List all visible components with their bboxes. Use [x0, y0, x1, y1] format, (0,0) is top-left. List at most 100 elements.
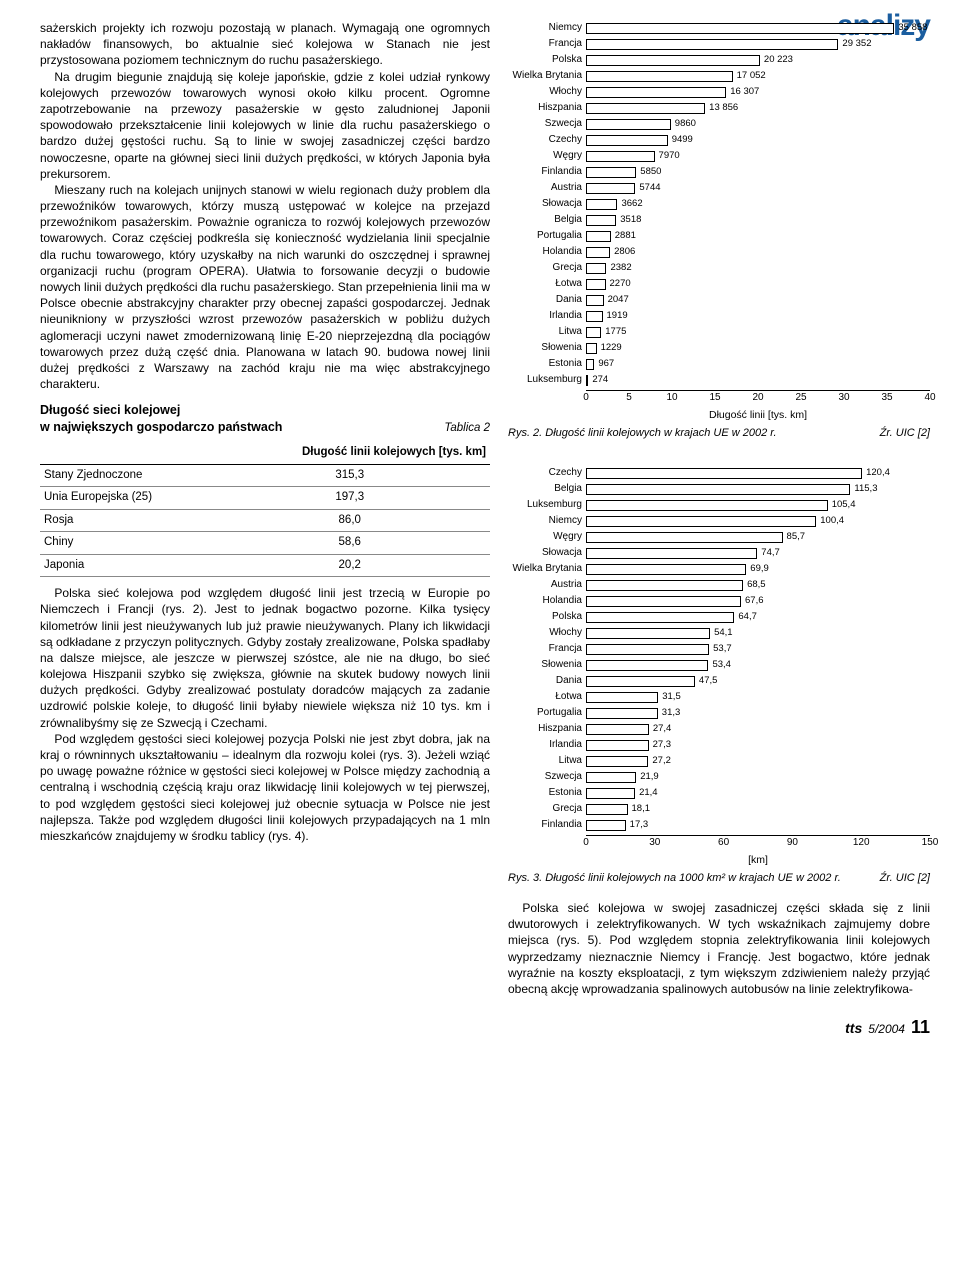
chart-value-label: 2881 — [615, 230, 636, 243]
chart-row: Wielka Brytania69,9 — [508, 561, 930, 577]
chart-category-label: Węgry — [508, 149, 586, 163]
chart-bar — [586, 103, 705, 114]
chart-bar — [586, 580, 743, 591]
chart-tick: 35 — [881, 391, 892, 405]
chart-row: Finlandia5850 — [508, 164, 930, 180]
chart-value-label: 53,7 — [713, 643, 732, 656]
chart-category-label: Węgry — [508, 530, 586, 544]
chart-bar — [586, 247, 610, 258]
left-column: sażerskich projekty ich rozwoju pozostaj… — [40, 20, 490, 997]
chart-value-label: 35 858 — [898, 22, 927, 35]
chart-category-label: Słowenia — [508, 341, 586, 355]
chart-bar — [586, 516, 816, 527]
chart-row: Holandia2806 — [508, 244, 930, 260]
chart-row: Włochy 54,1 — [508, 625, 930, 641]
table-row: Chiny58,6 — [40, 532, 490, 555]
chart-value-label: 27,3 — [653, 739, 672, 752]
chart-value-label: 54,1 — [714, 627, 733, 640]
table-cell-value: 197,3 — [209, 487, 490, 510]
chart-bar — [586, 484, 850, 495]
chart-value-label: 68,5 — [747, 579, 766, 592]
chart-bar — [586, 532, 783, 543]
chart-bar — [586, 55, 760, 66]
right-column: Niemcy35 858Francja29 352Polska20 223Wie… — [508, 20, 930, 997]
chart-row: Dania47,5 — [508, 673, 930, 689]
chart-row: Belgia115,3 — [508, 481, 930, 497]
chart-row: Czechy120,4 — [508, 465, 930, 481]
chart-row: Portugalia2881 — [508, 228, 930, 244]
chart-bar — [586, 343, 597, 354]
chart-value-label: 5744 — [639, 182, 660, 195]
chart-bar — [586, 279, 606, 290]
chart-bar — [586, 151, 655, 162]
chart2-source: Źr. UIC [2] — [880, 871, 930, 886]
chart-bar — [586, 740, 649, 751]
chart-tick: 150 — [922, 836, 939, 850]
chart-value-label: 7970 — [659, 150, 680, 163]
chart-value-label: 64,7 — [738, 611, 757, 624]
chart-category-label: Holandia — [508, 245, 586, 259]
chart-tick: 30 — [838, 391, 849, 405]
chart-bar — [586, 199, 617, 210]
chart-value-label: 16 307 — [730, 86, 759, 99]
footer-issue: 5/2004 — [868, 1021, 905, 1037]
chart-row: Polska64,7 — [508, 609, 930, 625]
chart-row: Słowenia 53,4 — [508, 657, 930, 673]
table-row: Stany Zjednoczone315,3 — [40, 464, 490, 487]
chart-value-label: 53,4 — [712, 659, 731, 672]
chart-category-label: Włochy — [508, 626, 586, 640]
chart-value-label: 9860 — [675, 118, 696, 131]
chart-row: Holandia67,6 — [508, 593, 930, 609]
chart-value-label: 2270 — [610, 278, 631, 291]
chart-bar — [586, 500, 828, 511]
chart-category-label: Wielka Brytania — [508, 69, 586, 83]
chart-tick: 40 — [924, 391, 935, 405]
chart-row: Wielka Brytania17 052 — [508, 68, 930, 84]
table-cell-country: Stany Zjednoczone — [40, 464, 209, 487]
chart-x-axis: 0510152025303540 — [586, 390, 930, 408]
chart-bar — [586, 311, 603, 322]
chart-value-label: 85,7 — [787, 531, 806, 544]
table-cell-value: 58,6 — [209, 532, 490, 555]
table-cell-value: 315,3 — [209, 464, 490, 487]
chart-tick: 120 — [853, 836, 870, 850]
footer-page-number: 11 — [911, 1015, 930, 1039]
chart-row: Włochy 16 307 — [508, 84, 930, 100]
chart-category-label: Estonia — [508, 357, 586, 371]
chart-bar — [586, 596, 741, 607]
chart-bar — [586, 23, 894, 34]
chart-tick: 60 — [718, 836, 729, 850]
chart-value-label: 27,2 — [652, 755, 671, 768]
chart-value-label: 27,4 — [653, 723, 672, 736]
chart-value-label: 3518 — [620, 214, 641, 227]
chart-value-label: 120,4 — [866, 467, 890, 480]
chart-bar — [586, 820, 626, 831]
chart-bar — [586, 183, 635, 194]
chart-row: Dania2047 — [508, 292, 930, 308]
chart-tick: 30 — [649, 836, 660, 850]
chart-row: Grecja2382 — [508, 260, 930, 276]
chart-bar — [586, 804, 628, 815]
chart-category-label: Litwa — [508, 754, 586, 768]
chart-category-label: Hiszpania — [508, 722, 586, 736]
chart-tick: 20 — [752, 391, 763, 405]
para-2: Na drugim biegunie znajdują się koleje j… — [40, 69, 490, 182]
chart-category-label: Słowenia — [508, 658, 586, 672]
chart-bar — [586, 612, 734, 623]
chart-row: Hiszpania 27,4 — [508, 721, 930, 737]
chart-value-label: 47,5 — [699, 675, 718, 688]
chart-row: Słowacja3662 — [508, 196, 930, 212]
chart-bar — [586, 708, 658, 719]
chart-row: Luksemburg274 — [508, 372, 930, 388]
chart-value-label: 9499 — [672, 134, 693, 147]
chart-bar — [586, 327, 601, 338]
chart-category-label: Francja — [508, 642, 586, 656]
chart-value-label: 31,3 — [662, 707, 681, 720]
chart-bar — [586, 263, 606, 274]
chart2-caption: Rys. 3. Długość linii kolejowych na 1000… — [508, 871, 841, 886]
chart-category-label: Włochy — [508, 85, 586, 99]
table-cell-country: Japonia — [40, 554, 209, 577]
chart-value-label: 74,7 — [761, 547, 780, 560]
chart-category-label: Luksemburg — [508, 498, 586, 512]
table-cell-value: 20,2 — [209, 554, 490, 577]
